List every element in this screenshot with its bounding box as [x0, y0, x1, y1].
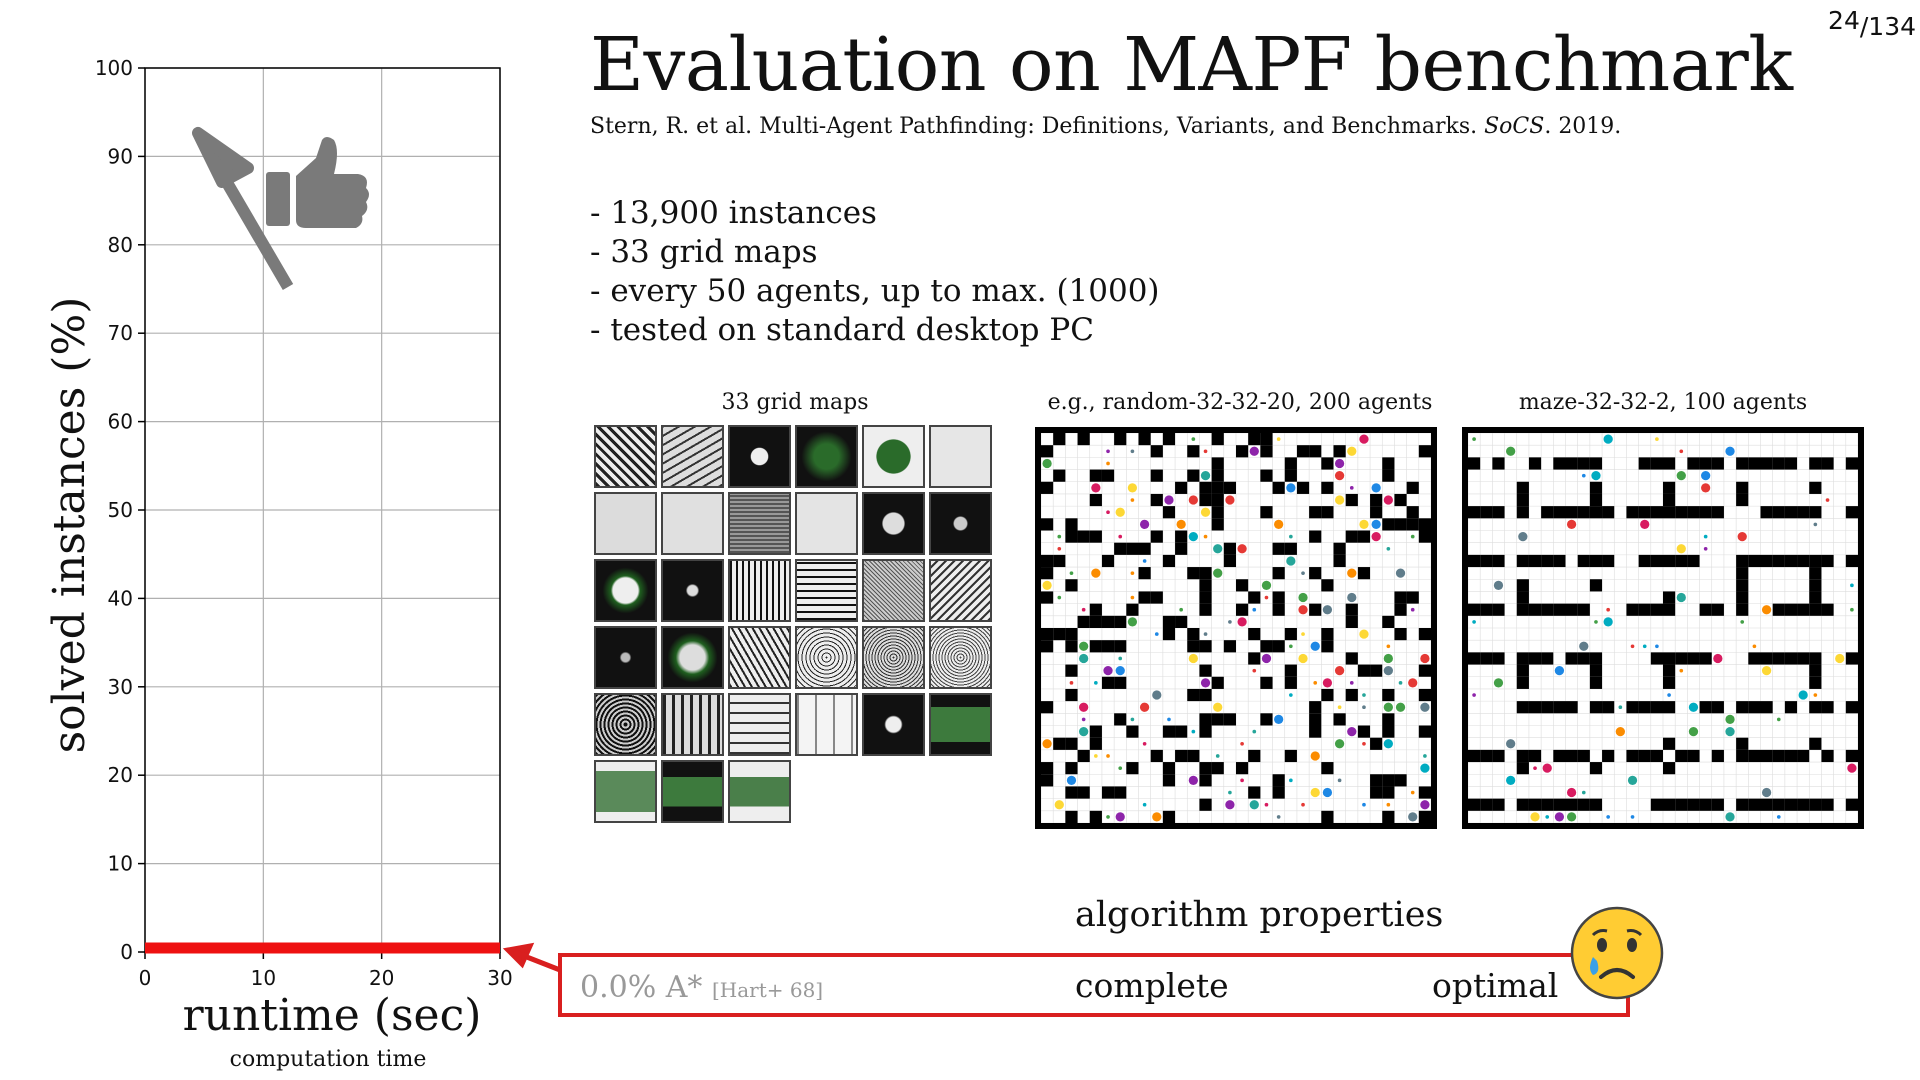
- grid-map-thumbnail: [862, 425, 925, 488]
- x-tick-label: 30: [487, 966, 512, 990]
- y-tick-label: 40: [108, 586, 133, 610]
- grid-map-thumbnail: [795, 693, 858, 756]
- algorithm-score: 0.0% A*: [580, 970, 703, 1005]
- pointer-arrow-icon: [502, 942, 561, 973]
- maps-caption: 33 grid maps: [721, 390, 869, 415]
- x-tick-label: 20: [369, 966, 394, 990]
- random-map-caption: e.g., random-32-32-20, 200 agents: [1047, 390, 1433, 415]
- x-tick-label: 0: [139, 966, 152, 990]
- citation-venue: SoCS: [1484, 114, 1545, 139]
- grid-map-thumbnail: [594, 425, 657, 488]
- grid-map-thumbnail: [862, 492, 925, 555]
- y-tick-label: 100: [95, 56, 133, 80]
- maze-map-image: [1462, 427, 1864, 829]
- grid-map-thumbnail: [594, 559, 657, 622]
- y-tick-label: 80: [108, 233, 133, 257]
- x-axis-sublabel: computation time: [230, 1047, 427, 1072]
- grid-map-thumbnail: [795, 626, 858, 689]
- grid-map-thumbnail: [728, 626, 791, 689]
- y-tick-label: 90: [108, 144, 133, 168]
- grid-map-thumbnail: [728, 492, 791, 555]
- y-tick-label: 20: [108, 763, 133, 787]
- grid-map-thumbnail: [929, 492, 992, 555]
- runtime-chart: 0 10 20 30 0 10 20 30 40 50 60 70 80 90 100 solved ins…: [44, 56, 513, 1072]
- y-tick-label: 0: [120, 940, 133, 964]
- grid-map-thumbnail: [661, 492, 724, 555]
- slide-title: Evaluation on MAPF benchmark: [590, 22, 1793, 108]
- grid-map-thumbnails: [594, 425, 996, 827]
- grid-map-thumbnail: [862, 693, 925, 756]
- maze-map-caption: maze-32-32-2, 100 agents: [1518, 390, 1808, 415]
- property-optimal: optimal: [1432, 966, 1559, 1005]
- grid-map-thumbnail: [795, 559, 858, 622]
- grid-map-thumbnail: [728, 760, 791, 823]
- grid-map-thumbnail: [728, 425, 791, 488]
- random-map-image: [1035, 427, 1437, 829]
- grid-map-thumbnail: [661, 760, 724, 823]
- y-tick-label: 10: [108, 852, 133, 876]
- grid-map-thumbnail: [929, 626, 992, 689]
- page-total: /134: [1859, 12, 1916, 41]
- y-tick-label: 70: [108, 321, 133, 345]
- y-tick-label: 30: [108, 675, 133, 699]
- y-tick-label: 60: [108, 410, 133, 434]
- x-tick-label: 10: [251, 966, 276, 990]
- bullet-item: - tested on standard desktop PC: [590, 312, 1094, 348]
- grid-map-thumbnail: [594, 693, 657, 756]
- property-complete: complete: [1075, 966, 1229, 1005]
- page-number: 24/134: [1828, 6, 1916, 41]
- algorithm-label: 0.0% A* [Hart+ 68]: [580, 970, 823, 1005]
- y-axis-label: solved instances (%): [44, 297, 95, 754]
- grid-map-thumbnail: [795, 492, 858, 555]
- citation-year: . 2019.: [1544, 114, 1622, 139]
- grid-map-thumbnail: [661, 693, 724, 756]
- grid-map-thumbnail: [661, 559, 724, 622]
- grid-map-thumbnail: [929, 559, 992, 622]
- thumbs-up-icon: [266, 137, 369, 228]
- bullet-list: - 13,900 instances - 33 grid maps - ever…: [590, 194, 1160, 350]
- grid-map-thumbnail: [594, 760, 657, 823]
- grid-map-thumbnail: [728, 559, 791, 622]
- bullet-item: - every 50 agents, up to max. (1000): [590, 273, 1160, 309]
- grid-map-thumbnail: [661, 626, 724, 689]
- grid-map-thumbnail: [929, 693, 992, 756]
- chart-annotation: [192, 127, 369, 291]
- grid-map-thumbnail: [594, 626, 657, 689]
- grid-map-thumbnail: [929, 425, 992, 488]
- grid-map-thumbnail: [862, 626, 925, 689]
- bullet-item: - 13,900 instances: [590, 195, 877, 231]
- algorithm-reference: [Hart+ 68]: [711, 978, 824, 1002]
- bullet-item: - 33 grid maps: [590, 234, 818, 270]
- grid-map-thumbnail: [594, 492, 657, 555]
- chart-tick-labels: 0 10 20 30 0 10 20 30 40 50 60 70 80 90 100: [95, 56, 513, 990]
- y-tick-label: 50: [108, 498, 133, 522]
- grid-map-thumbnail: [862, 559, 925, 622]
- arrow-up-left-icon: [192, 127, 294, 291]
- grid-map-thumbnail: [795, 425, 858, 488]
- page-current: 24: [1828, 6, 1860, 35]
- citation-authors: Stern, R. et al. Multi-Agent Pathfinding…: [590, 114, 1485, 139]
- algorithm-properties-title: algorithm properties: [1075, 895, 1444, 935]
- crying-face-icon: [1570, 906, 1664, 1000]
- x-axis-label: runtime (sec): [183, 990, 482, 1041]
- grid-map-thumbnail: [728, 693, 791, 756]
- grid-map-thumbnail: [661, 425, 724, 488]
- citation: Stern, R. et al. Multi-Agent Pathfinding…: [590, 114, 1621, 139]
